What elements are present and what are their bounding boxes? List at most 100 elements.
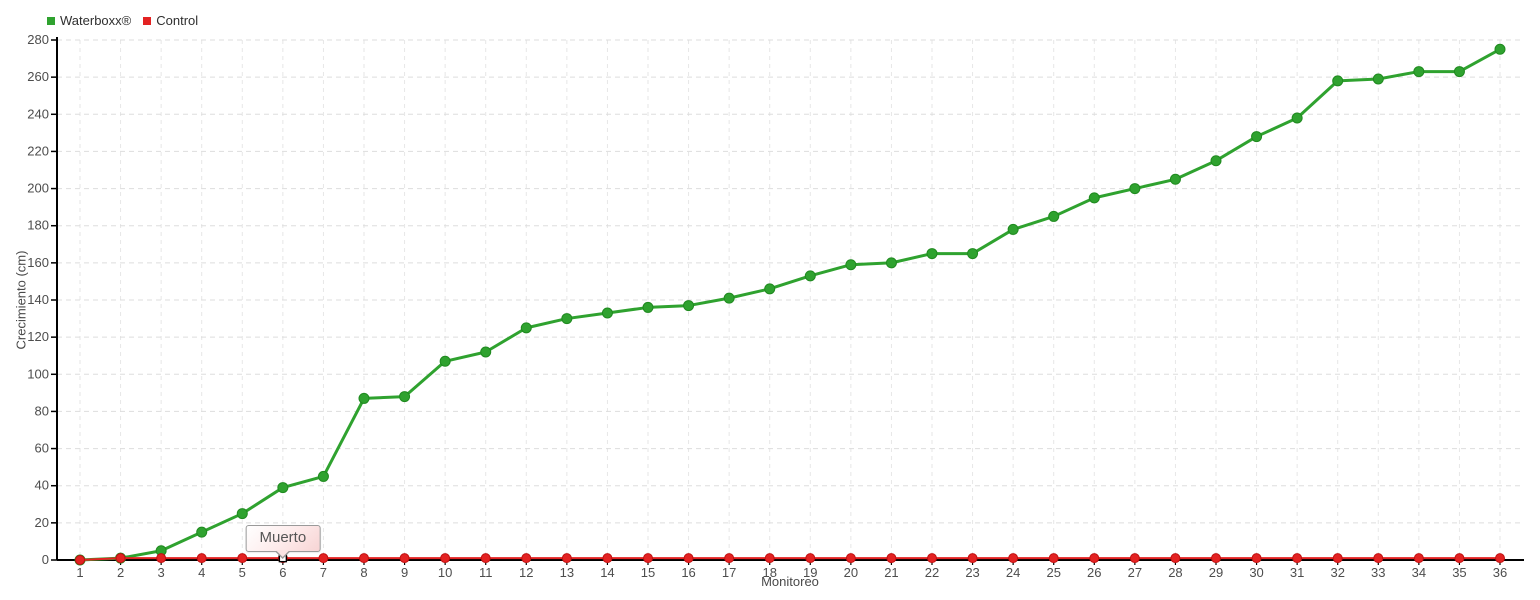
- waterboxx-point[interactable]: [1494, 43, 1506, 55]
- control-point[interactable]: [115, 553, 126, 564]
- waterboxx-point[interactable]: [480, 346, 492, 358]
- control-point[interactable]: [764, 553, 775, 564]
- x-tick-label: 24: [1006, 565, 1020, 580]
- control-point[interactable]: [440, 553, 451, 564]
- control-point[interactable]: [399, 553, 410, 564]
- control-point[interactable]: [75, 555, 85, 565]
- control-point[interactable]: [1089, 553, 1100, 564]
- x-tick-label: 9: [401, 565, 408, 580]
- waterboxx-point[interactable]: [1210, 155, 1222, 167]
- tooltip-text: Muerto: [259, 529, 307, 547]
- waterboxx-point[interactable]: [1372, 73, 1384, 85]
- legend-marker-control-icon: [143, 16, 152, 25]
- control-point[interactable]: [521, 553, 532, 564]
- control-point[interactable]: [805, 553, 816, 564]
- waterboxx-point[interactable]: [642, 301, 654, 313]
- control-point[interactable]: [156, 553, 167, 564]
- control-point[interactable]: [927, 553, 937, 564]
- legend-label-control: Control: [156, 13, 199, 28]
- waterboxx-point[interactable]: [1048, 210, 1060, 222]
- waterboxx-point[interactable]: [1129, 183, 1141, 195]
- control-point[interactable]: [602, 553, 613, 564]
- tooltip-muerto: Muerto: [245, 525, 321, 560]
- waterboxx-point[interactable]: [723, 292, 735, 304]
- x-tick-label: 33: [1371, 565, 1385, 580]
- waterboxx-point[interactable]: [561, 313, 573, 325]
- waterboxx-point[interactable]: [926, 248, 938, 260]
- y-tick-label: 220: [27, 143, 49, 158]
- control-point[interactable]: [1332, 553, 1343, 564]
- control-point[interactable]: [359, 553, 369, 564]
- y-tick-label: 0: [42, 552, 49, 567]
- y-tick-label: 100: [27, 366, 49, 381]
- control-point[interactable]: [1211, 553, 1221, 564]
- control-point[interactable]: [318, 553, 329, 564]
- waterboxx-point[interactable]: [358, 392, 370, 404]
- control-point[interactable]: [1251, 553, 1262, 564]
- y-tick-label: 20: [35, 515, 49, 530]
- control-point[interactable]: [237, 553, 248, 564]
- control-point[interactable]: [1048, 553, 1059, 564]
- waterboxx-point[interactable]: [1169, 173, 1181, 185]
- waterboxx-point[interactable]: [196, 526, 208, 538]
- waterboxx-point[interactable]: [885, 257, 897, 269]
- waterboxx-point[interactable]: [1413, 66, 1425, 78]
- waterboxx-point[interactable]: [1291, 112, 1303, 124]
- waterboxx-point[interactable]: [845, 259, 857, 271]
- x-tick-label: 25: [1046, 565, 1060, 580]
- control-point[interactable]: [1292, 553, 1303, 564]
- waterboxx-point[interactable]: [1088, 192, 1100, 204]
- control-point[interactable]: [1413, 553, 1424, 564]
- waterboxx-point[interactable]: [317, 470, 329, 482]
- control-point[interactable]: [724, 553, 735, 564]
- x-tick-label: 5: [239, 565, 246, 580]
- waterboxx-point[interactable]: [1251, 131, 1263, 143]
- control-point[interactable]: [643, 553, 653, 564]
- waterboxx-point[interactable]: [1332, 75, 1344, 87]
- y-tick-label: 120: [27, 329, 49, 344]
- waterboxx-line: [78, 47, 1502, 562]
- waterboxx-point[interactable]: [1453, 66, 1465, 78]
- control-point[interactable]: [845, 553, 856, 564]
- x-tick-label: 15: [641, 565, 655, 580]
- x-tick-label: 35: [1452, 565, 1466, 580]
- x-tick-label: 18: [762, 565, 776, 580]
- control-point[interactable]: [561, 553, 572, 564]
- control-point[interactable]: [967, 553, 978, 564]
- x-tick-label: 6: [279, 565, 286, 580]
- waterboxx-point[interactable]: [967, 248, 979, 260]
- y-tick-label: 180: [27, 218, 49, 233]
- waterboxx-point[interactable]: [399, 391, 411, 403]
- y-tick-label: 140: [27, 292, 49, 307]
- control-point[interactable]: [1129, 553, 1140, 564]
- control-point[interactable]: [480, 553, 491, 564]
- control-point[interactable]: [1008, 553, 1019, 564]
- waterboxx-point[interactable]: [804, 270, 816, 282]
- x-tick-label: 30: [1249, 565, 1263, 580]
- waterboxx-point[interactable]: [683, 300, 695, 312]
- y-tick-label: 240: [27, 106, 49, 121]
- y-tick-label: 60: [35, 441, 49, 456]
- x-tick-label: 19: [803, 565, 817, 580]
- control-point[interactable]: [1495, 553, 1505, 564]
- waterboxx-point[interactable]: [439, 355, 451, 367]
- waterboxx-point[interactable]: [601, 307, 613, 319]
- control-point[interactable]: [1454, 553, 1465, 564]
- waterboxx-point[interactable]: [764, 283, 776, 295]
- x-tick-label: 11: [479, 565, 493, 580]
- x-tick-label: 8: [360, 565, 367, 580]
- legend-item-waterboxx[interactable]: Waterboxx®: [47, 13, 131, 28]
- legend-item-control[interactable]: Control: [143, 13, 198, 28]
- control-point[interactable]: [683, 553, 694, 564]
- waterboxx-point[interactable]: [277, 482, 289, 494]
- waterboxx-point[interactable]: [236, 508, 248, 520]
- control-point[interactable]: [1170, 553, 1181, 564]
- legend-marker-waterboxx-icon: [47, 16, 55, 25]
- waterboxx-point[interactable]: [520, 322, 532, 334]
- waterboxx-point[interactable]: [1007, 223, 1019, 235]
- control-point[interactable]: [196, 553, 207, 564]
- control-point[interactable]: [1373, 553, 1384, 564]
- control-point[interactable]: [886, 553, 897, 564]
- x-tick-label: 36: [1493, 565, 1507, 580]
